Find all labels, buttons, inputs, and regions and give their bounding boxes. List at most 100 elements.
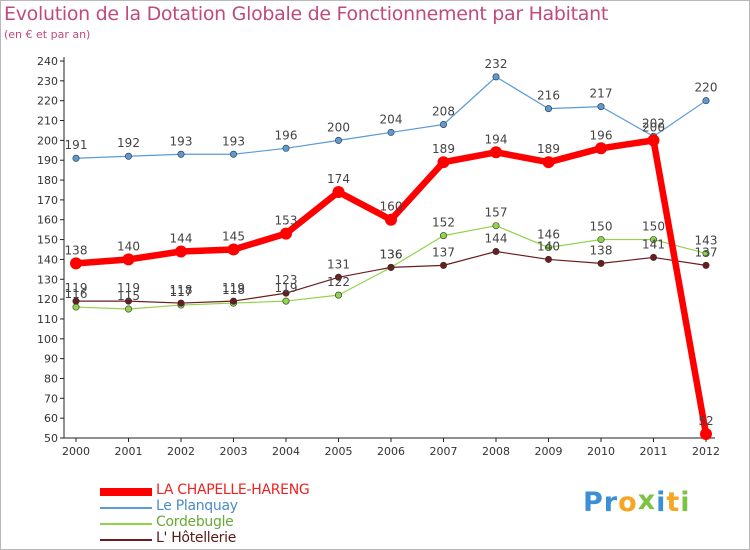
- data-label: 145: [222, 230, 245, 244]
- data-label: 115: [117, 289, 140, 303]
- data-label: 119: [275, 281, 298, 295]
- data-point: [334, 136, 342, 144]
- data-point: [125, 297, 133, 305]
- x-tick-label: 2000: [62, 445, 90, 458]
- data-label: 200: [327, 120, 350, 134]
- data-point: [334, 291, 342, 299]
- data-point: [177, 150, 185, 158]
- logo-letter: i: [656, 487, 667, 518]
- data-point: [227, 243, 240, 256]
- proxiti-logo: Proxiti: [583, 485, 691, 518]
- y-tick-label: 160: [37, 214, 58, 227]
- data-label: 196: [590, 128, 613, 142]
- data-point: [597, 103, 605, 111]
- data-point: [544, 255, 552, 263]
- data-label: 116: [65, 287, 88, 301]
- y-tick-label: 50: [44, 432, 58, 445]
- data-point: [492, 247, 500, 255]
- data-point: [544, 244, 552, 252]
- data-point: [702, 249, 710, 257]
- y-tick-label: 200: [37, 134, 58, 147]
- data-point: [437, 156, 450, 169]
- data-label: 196: [275, 128, 298, 142]
- y-tick-label: 210: [37, 115, 58, 128]
- data-point: [542, 156, 555, 169]
- data-label: 137: [695, 245, 718, 259]
- legend-swatch: [100, 488, 152, 496]
- data-label: 232: [485, 57, 508, 71]
- data-point: [439, 261, 447, 269]
- data-label: 118: [222, 283, 245, 297]
- y-tick-label: 150: [37, 234, 58, 247]
- data-point: [332, 185, 345, 198]
- data-label: 189: [432, 142, 455, 156]
- data-label: 117: [170, 285, 193, 299]
- data-point: [492, 73, 500, 81]
- data-point: [700, 428, 712, 441]
- y-tick-label: 130: [37, 273, 58, 286]
- data-point: [122, 253, 135, 266]
- data-label: 217: [590, 87, 613, 101]
- y-tick-label: 140: [37, 253, 58, 266]
- data-label: 189: [537, 142, 560, 156]
- data-label: 146: [537, 228, 560, 242]
- x-tick-label: 2002: [167, 445, 195, 458]
- x-tick-label: 2010: [587, 445, 615, 458]
- data-point: [230, 297, 238, 305]
- data-label: 131: [327, 257, 350, 271]
- data-label: 122: [327, 275, 350, 289]
- data-label: 192: [117, 136, 140, 150]
- data-point: [72, 303, 80, 311]
- data-label: 118: [170, 283, 193, 297]
- y-tick-label: 60: [44, 412, 58, 425]
- x-tick-label: 2011: [640, 445, 668, 458]
- data-label: 138: [590, 243, 613, 257]
- y-tick-label: 220: [37, 95, 58, 108]
- x-tick-label: 2007: [430, 445, 458, 458]
- data-point: [175, 245, 187, 258]
- data-label: 202: [642, 116, 665, 130]
- data-label: 200: [642, 120, 665, 134]
- y-tick-label: 70: [44, 392, 58, 405]
- y-tick-label: 100: [37, 333, 58, 346]
- data-point: [387, 263, 395, 271]
- legend-swatch: [100, 539, 152, 541]
- y-tick-label: 190: [37, 154, 58, 167]
- legend-label: L' Hôtellerie: [156, 530, 237, 546]
- x-tick-label: 2008: [482, 445, 510, 458]
- data-point: [597, 236, 605, 244]
- data-point: [125, 152, 133, 160]
- data-point: [544, 105, 552, 113]
- data-label: 191: [65, 138, 88, 152]
- data-point: [125, 305, 133, 313]
- data-label: 204: [380, 112, 403, 126]
- series-lines: [70, 73, 712, 441]
- y-tick-label: 120: [37, 293, 58, 306]
- data-point: [282, 297, 290, 305]
- data-label: 141: [642, 237, 665, 251]
- logo-letter: x: [637, 485, 657, 516]
- legend-label: Le Planquay: [156, 498, 238, 514]
- legend-label: Cordebugle: [156, 514, 234, 530]
- x-tick-label: 2003: [220, 445, 248, 458]
- data-point: [230, 150, 238, 158]
- data-point: [439, 232, 447, 240]
- x-tick-label: 2001: [115, 445, 143, 458]
- y-tick-label: 80: [44, 372, 58, 385]
- logo-letter: o: [618, 487, 638, 518]
- x-tick-label: 2009: [535, 445, 563, 458]
- data-label: 119: [117, 281, 140, 295]
- data-point: [649, 253, 657, 261]
- legend-swatch: [100, 507, 152, 509]
- data-point: [595, 142, 607, 155]
- data-point: [72, 154, 80, 162]
- data-point: [647, 134, 660, 147]
- data-point: [649, 236, 657, 244]
- logo-letter: P: [583, 487, 604, 518]
- data-label: 208: [432, 104, 455, 118]
- data-point: [280, 227, 292, 240]
- data-labels: 138 140 144 145 153 174 160 189 194 189 196 200 52 19…: [65, 57, 718, 428]
- chart-axes: 50 60 70 80 90 100 110 120 130 140 150 160 170 180 190…: [37, 55, 720, 458]
- data-point: [282, 144, 290, 152]
